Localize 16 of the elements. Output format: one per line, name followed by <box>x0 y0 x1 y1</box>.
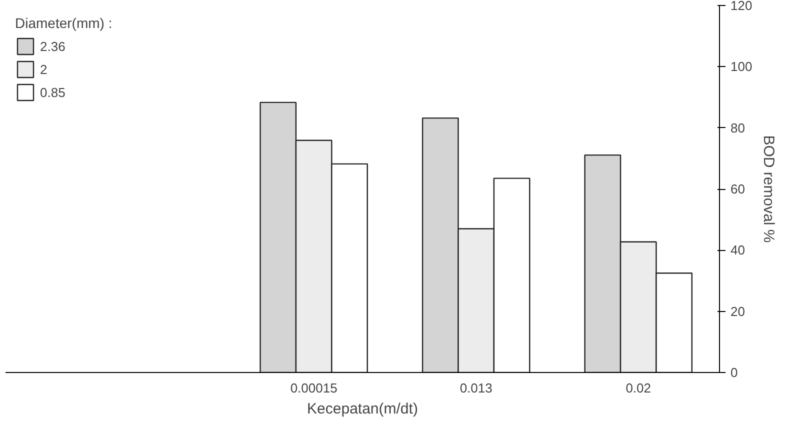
y-tick-label: 40 <box>730 242 745 258</box>
y-tick-label: 120 <box>730 0 752 13</box>
x-tick-label: 0.00015 <box>290 380 338 396</box>
legend-label: 2 <box>40 62 48 76</box>
y-tick-label: 20 <box>730 304 745 319</box>
legend-label: 2.36 <box>40 38 66 54</box>
y-tick-label: 60 <box>730 182 745 196</box>
x-axis-title: Kecepatan(m/dt) <box>307 400 418 418</box>
legend-label: 0.85 <box>40 84 66 100</box>
y-axis-title: BOD removal % <box>760 135 778 243</box>
y-tick-label: 80 <box>730 120 745 136</box>
y-tick-label: 100 <box>730 59 752 74</box>
legend-title: Diameter(mm) : <box>15 15 112 31</box>
y-tick-label: 0 <box>730 365 738 380</box>
x-tick-label: 0.02 <box>626 380 652 396</box>
x-tick-label: 0.013 <box>460 380 492 396</box>
